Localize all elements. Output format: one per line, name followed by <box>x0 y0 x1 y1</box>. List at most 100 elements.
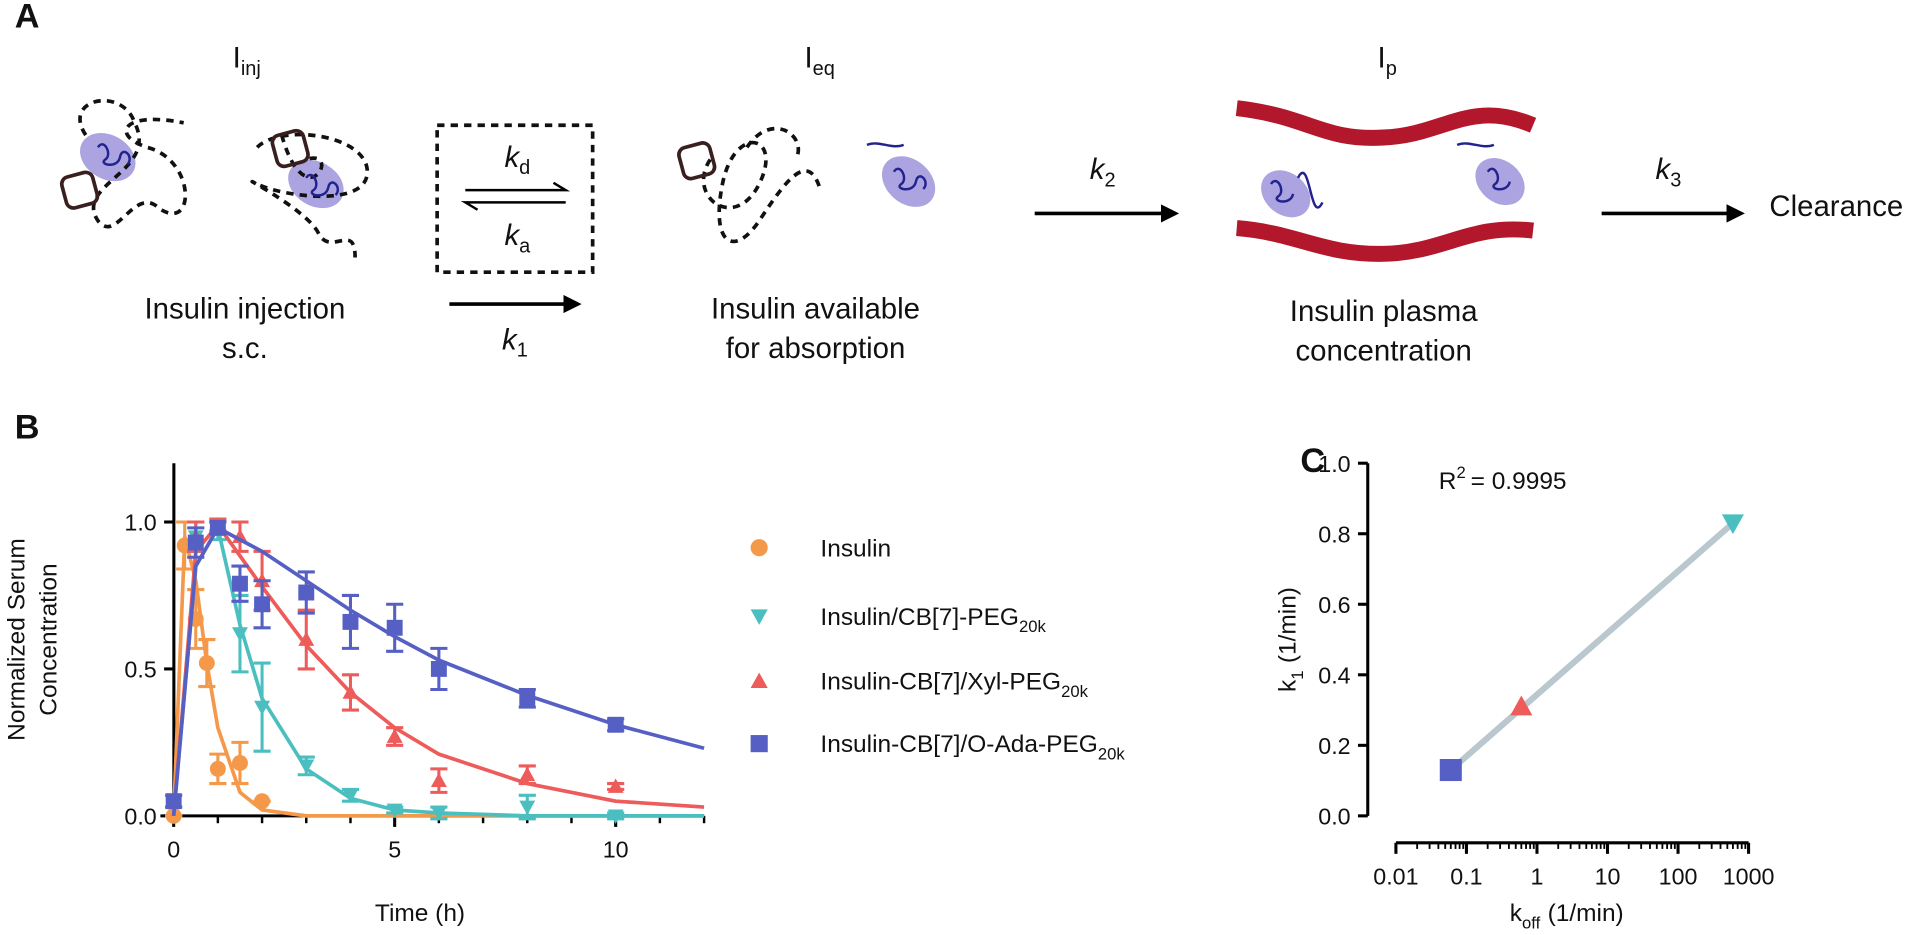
data-point <box>386 728 403 743</box>
rate-constant: kd <box>504 141 530 179</box>
data-point <box>519 766 536 782</box>
x-tick-label: 10 <box>1595 863 1621 889</box>
x-tick-label: 100 <box>1659 863 1698 889</box>
y-tick-label: 1.0 <box>1318 451 1350 477</box>
data-point <box>298 631 315 646</box>
legend-label: Insulin-CB[7]/Xyl-PEG20k <box>820 669 1088 701</box>
x-tick-label: 0 <box>167 837 180 863</box>
legend-label-part: 20k <box>1019 617 1047 636</box>
state-symbol-part: I <box>233 42 241 75</box>
panel-label: B <box>15 409 40 447</box>
x-axis-label: Time (h) <box>375 900 465 927</box>
y-tick-label: 0.0 <box>124 803 156 829</box>
state-symbol-part: I <box>804 42 812 75</box>
legend-marker <box>750 539 768 557</box>
state-label: Insulin available <box>711 293 920 326</box>
state-label: for absorption <box>726 332 906 365</box>
data-point <box>254 596 271 613</box>
data-point <box>519 800 536 816</box>
y-tick-label: 0.6 <box>1318 592 1350 618</box>
cb7-ring <box>270 128 310 169</box>
data-point <box>198 655 215 672</box>
rate-constant: k2 <box>1090 153 1116 191</box>
legend-marker <box>750 672 768 689</box>
data-point <box>342 613 359 630</box>
scheme-shapes <box>59 98 1745 314</box>
rate-constant-part: k <box>1656 153 1672 186</box>
legend-label-part: Insulin-CB[7]/Xyl-PEG <box>820 669 1061 696</box>
data-point <box>298 584 315 601</box>
polymer-chain <box>78 98 188 229</box>
state-symbol: Ip <box>1378 42 1397 80</box>
data-point <box>232 575 248 592</box>
state-symbol: Iinj <box>233 42 261 80</box>
x-axis-label-part: k <box>1510 900 1523 927</box>
data-point <box>209 760 226 777</box>
data-point <box>232 755 248 771</box>
y-axis-label: Concentration <box>35 563 62 715</box>
data-point <box>1510 695 1533 716</box>
data-point <box>607 716 624 733</box>
annotation-part: R <box>1439 468 1457 495</box>
insulin-blob <box>1261 170 1311 218</box>
legend-label: Insulin-CB[7]/O-Ada-PEG20k <box>820 731 1125 763</box>
data-point <box>342 788 359 804</box>
annotation: R2 = 0.9995 <box>1439 463 1567 495</box>
rate-constant: ka <box>504 219 531 257</box>
cb7-ring <box>677 141 717 181</box>
cb7-ring <box>59 170 100 210</box>
insulin-coil <box>96 143 131 166</box>
panel-label: C <box>1300 442 1325 480</box>
rate-constant-part: k <box>1090 153 1106 186</box>
insulin-coil <box>1269 171 1324 209</box>
annotation-part: = 0.9995 <box>1471 468 1567 495</box>
data-point <box>298 759 315 774</box>
data-point <box>342 684 359 699</box>
x-axis-label-part: off <box>1522 914 1541 933</box>
legend-label: Insulin <box>820 535 891 562</box>
rate-constant-part: k <box>504 219 520 252</box>
y-tick-label: 0.5 <box>124 657 156 683</box>
rate-constant-part: k <box>504 141 520 174</box>
rate-constant: k1 <box>502 323 528 361</box>
x-axis-label: koff (1/min) <box>1510 900 1624 932</box>
panel-label: A <box>15 0 40 35</box>
data-point <box>187 534 204 551</box>
state-symbol: Ieq <box>804 42 834 80</box>
data-point <box>430 772 447 787</box>
fit-curve <box>1448 520 1735 773</box>
data-point <box>232 627 248 642</box>
data-point <box>254 700 271 716</box>
legend-marker <box>750 735 768 753</box>
clearance-label: Clearance <box>1769 190 1903 223</box>
legend-label-part: Insulin-CB[7]/O-Ada-PEG <box>820 731 1097 758</box>
data-point <box>519 690 536 707</box>
state-label: concentration <box>1295 334 1471 367</box>
data-point <box>165 793 182 810</box>
rate-constant-part: a <box>519 236 531 258</box>
vessel-wall <box>1235 100 1537 146</box>
state-symbol-part: inj <box>241 58 261 80</box>
data-point <box>430 806 447 821</box>
reverse-arrow <box>460 201 566 211</box>
insulin-coil <box>305 173 340 197</box>
insulin-coil <box>866 142 927 191</box>
polymer-chain <box>250 132 370 258</box>
y-tick-label: 0.4 <box>1318 662 1350 688</box>
legend-marker <box>750 609 768 625</box>
state-label: Insulin injection <box>144 293 345 326</box>
legend-label-part: 20k <box>1098 745 1126 764</box>
x-tick-label: 0.01 <box>1373 863 1418 889</box>
data-point <box>209 519 226 536</box>
rate-constant-part: d <box>519 157 530 179</box>
y-axis-label: Normalized Serum <box>3 538 30 741</box>
y-axis-label-part: 1 <box>1288 671 1307 680</box>
state-symbol-part: eq <box>813 58 835 80</box>
state-label: Insulin plasma <box>1290 295 1478 328</box>
state-symbol-part: p <box>1386 58 1397 80</box>
data-point <box>1439 759 1462 782</box>
y-tick-label: 0.0 <box>1318 803 1350 829</box>
forward-arrow <box>465 181 571 192</box>
x-tick-label: 5 <box>388 837 401 863</box>
legend-label: Insulin/CB[7]-PEG20k <box>820 604 1046 636</box>
